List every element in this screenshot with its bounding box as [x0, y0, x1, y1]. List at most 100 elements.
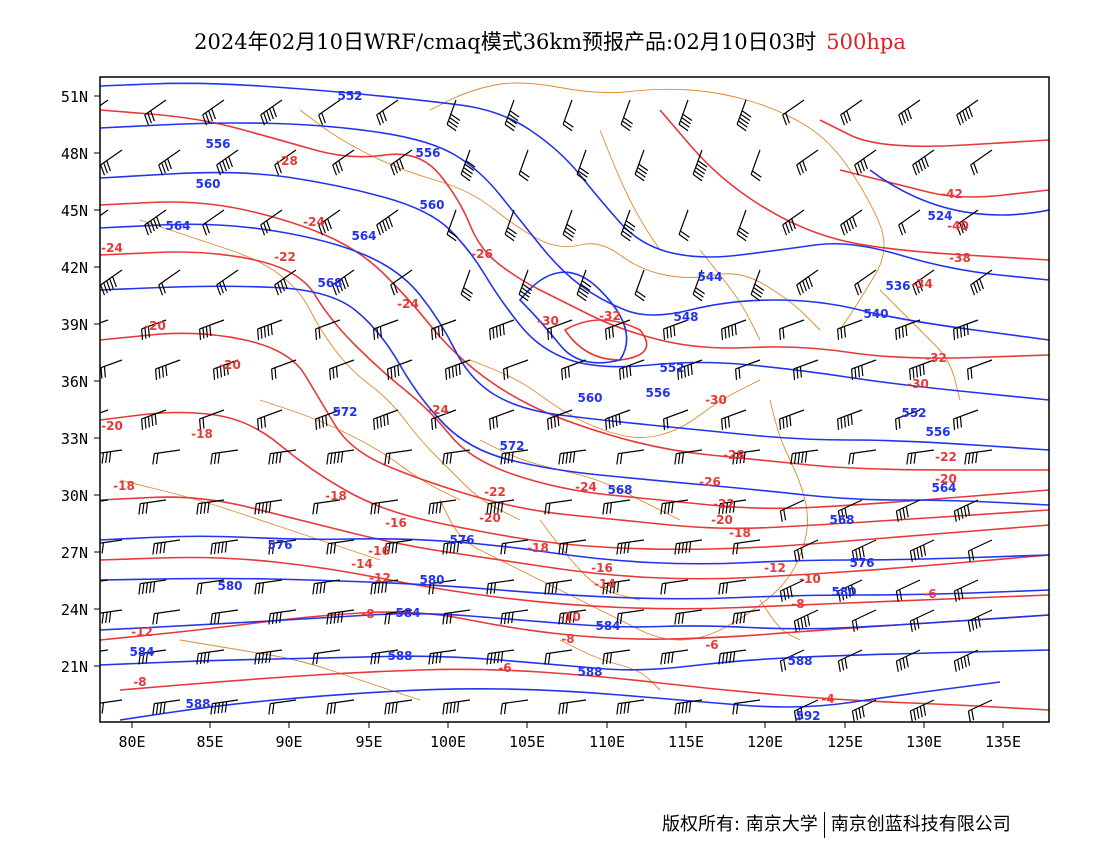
temperature-contour-label: -18	[325, 489, 347, 503]
height-contour-label: 572	[499, 439, 524, 453]
temperature-contour-label: -26	[699, 475, 721, 489]
wind-barbs	[100, 99, 993, 722]
plot-frame	[99, 76, 1050, 723]
lon-tick-label: 130E	[906, 733, 942, 751]
height-contour-label: 584	[595, 619, 620, 633]
height-contour-label: 564	[931, 481, 956, 495]
height-contour-label: 560	[577, 391, 602, 405]
lon-tick-label: 85E	[196, 733, 223, 751]
temperature-contour-label: -10	[559, 610, 581, 624]
title-main: 2024年02月10日WRF/cmaq模式36km预报产品:02月10日03时	[194, 30, 817, 54]
height-contour-label: 584	[129, 645, 154, 659]
lat-tick-label: 42N	[61, 259, 88, 277]
height-contour-label: 580	[419, 573, 444, 587]
axis-ticks	[94, 95, 1004, 728]
temperature-contour-label: -10	[799, 572, 821, 586]
lat-tick-label: 36N	[61, 373, 88, 391]
temperature-contour-label: -16	[591, 561, 613, 575]
lon-tick-label: 125E	[827, 733, 863, 751]
temperature-contour-label: -26	[471, 247, 493, 261]
height-contour-label: 584	[395, 606, 420, 620]
height-contour-label: 536	[885, 279, 910, 293]
temperature-contour-label: -12	[131, 625, 153, 639]
height-contour-label: 572	[332, 405, 357, 419]
temperature-contour-label: -8	[791, 597, 804, 611]
height-contour-label: 576	[849, 556, 874, 570]
height-contour-label: 576	[267, 538, 292, 552]
height-contour-label: 568	[829, 513, 854, 527]
height-contour-label: 588	[577, 665, 602, 679]
border-lines	[119, 82, 961, 701]
lon-tick-label: 135E	[985, 733, 1021, 751]
temperature-contour-label: -12	[369, 571, 391, 585]
temperature-contour-label: -18	[191, 427, 213, 441]
temperature-contour-label: -18	[527, 541, 549, 555]
lon-tick-label: 115E	[668, 733, 704, 751]
temperature-contour-label: -30	[537, 314, 559, 328]
temperature-contour-label: -14	[594, 577, 616, 591]
height-contour-label: 556	[645, 386, 670, 400]
height-contour-label: 564	[351, 229, 376, 243]
height-label-layer: 552 556 556 560 560 564 564 568 572 572 560 556 568 5…	[129, 89, 956, 723]
lat-tick-label: 33N	[61, 430, 88, 448]
temperature-contour-label: -6	[705, 638, 718, 652]
lat-tick-label: 51N	[61, 88, 88, 106]
lat-tick-label: 39N	[61, 316, 88, 334]
temperature-contour-label: -22	[484, 485, 506, 499]
copyright-right: 南京创蓝科技有限公司	[830, 814, 1011, 835]
temperature-contour-label: -24	[303, 215, 325, 229]
copyright-left: 版权所有: 南京大学	[662, 814, 818, 835]
lon-tick-label: 95E	[355, 733, 382, 751]
temperature-contour-label: -8	[133, 675, 146, 689]
height-contour-label: 548	[673, 310, 698, 324]
height-contour-label: 560	[419, 198, 444, 212]
temperature-contour-label: -8	[361, 607, 374, 621]
temperature-contour-label: -28	[723, 448, 745, 462]
temperature-contour-label: -32	[599, 309, 621, 323]
lon-tick-label: 80E	[118, 733, 145, 751]
height-contour-label: 552	[901, 406, 926, 420]
height-contour-label: 556	[925, 425, 950, 439]
temperature-contour-label: -14	[351, 557, 373, 571]
height-contour-label: 576	[449, 533, 474, 547]
temperature-contour-label: -6	[498, 661, 511, 675]
lat-axis: 51N 48N 45N 42N 39N 36N 33N 30N 27N 24N …	[61, 88, 88, 676]
temperature-contour-label: -20	[711, 513, 733, 527]
temperature-contour-label: -22	[713, 497, 735, 511]
height-contour-label: 556	[415, 146, 440, 160]
lat-tick-label: 27N	[61, 544, 88, 562]
temperature-contour-label: -20	[479, 511, 501, 525]
temperature-contours	[100, 109, 1049, 711]
height-contour-label: 552	[659, 361, 684, 375]
temperature-contour-label: -12	[764, 561, 786, 575]
copyright-divider	[823, 812, 825, 838]
lon-tick-label: 120E	[747, 733, 783, 751]
temperature-contour-label: -22	[935, 450, 957, 464]
lon-tick-label: 100E	[430, 733, 466, 751]
height-contour-label: 552	[337, 89, 362, 103]
temperature-contour-label: -32	[925, 351, 947, 365]
temperature-contour-label: -30	[705, 393, 727, 407]
temperature-contour-label: -4	[821, 692, 834, 706]
lon-tick-label: 90E	[275, 733, 302, 751]
temperature-contour-label: -24	[101, 241, 123, 255]
temperature-contour-label: -18	[113, 479, 135, 493]
lon-tick-label: 105E	[509, 733, 545, 751]
page-title: 2024年02月10日WRF/cmaq模式36km预报产品:02月10日03时 5…	[0, 26, 1100, 56]
temperature-contour-label: -24	[397, 297, 419, 311]
temperature-contour-label: -20	[219, 358, 241, 372]
height-contour-label: 524	[927, 209, 952, 223]
temperature-contour-label: -42	[941, 187, 963, 201]
title-level: 500hpa	[826, 30, 906, 54]
height-contour-label: 544	[697, 270, 722, 284]
temperature-contour-label: -30	[907, 377, 929, 391]
temperature-label-layer: -28-24-24-22-24-20-20-24-18-20-18-18 -22-…	[101, 154, 971, 706]
temperature-contour-label: -16	[368, 544, 390, 558]
height-contour-label: 568	[607, 483, 632, 497]
temperature-contour-label: -38	[949, 251, 971, 265]
lat-tick-label: 24N	[61, 601, 88, 619]
temperature-contour-label: -6	[923, 587, 936, 601]
temperature-contour-label: -18	[729, 526, 751, 540]
temperature-contour-label: -40	[947, 219, 969, 233]
